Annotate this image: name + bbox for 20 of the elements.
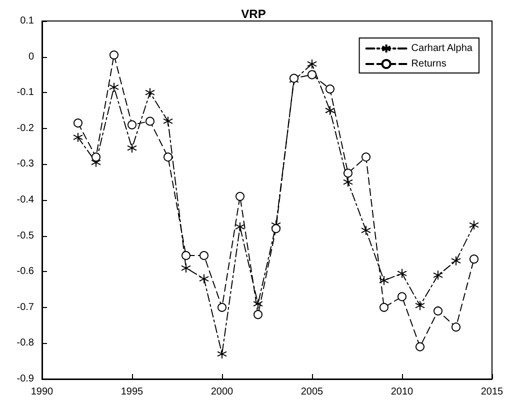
y-tick-label: -0.4: [16, 194, 34, 206]
y-tick-label: -0.1: [16, 87, 34, 98]
y-tick-label: -0.8: [16, 338, 34, 349]
y-tick-label: -0.2: [16, 122, 34, 134]
y-tick-label: -0.9: [16, 374, 34, 384]
y-tick-label: -0.6: [16, 266, 34, 278]
chart-title: VRP: [241, 7, 266, 21]
x-tick-label: 2015: [480, 386, 504, 398]
y-tick-label: 0: [28, 51, 34, 62]
x-tick-label: 2005: [300, 386, 324, 398]
legend-label: Carhart Alpha: [411, 43, 473, 54]
y-tick-label: -0.7: [16, 302, 34, 313]
legend-label: Returns: [411, 58, 446, 70]
y-tick-label: -0.3: [16, 158, 34, 170]
x-tick-label: 1995: [120, 386, 144, 398]
y-tick-label: 0.1: [20, 16, 34, 26]
y-tick-label: -0.5: [16, 230, 34, 242]
x-tick-label: 2000: [210, 386, 234, 398]
x-tick-label: 1990: [30, 386, 54, 398]
x-tick-label: 2010: [390, 386, 414, 398]
